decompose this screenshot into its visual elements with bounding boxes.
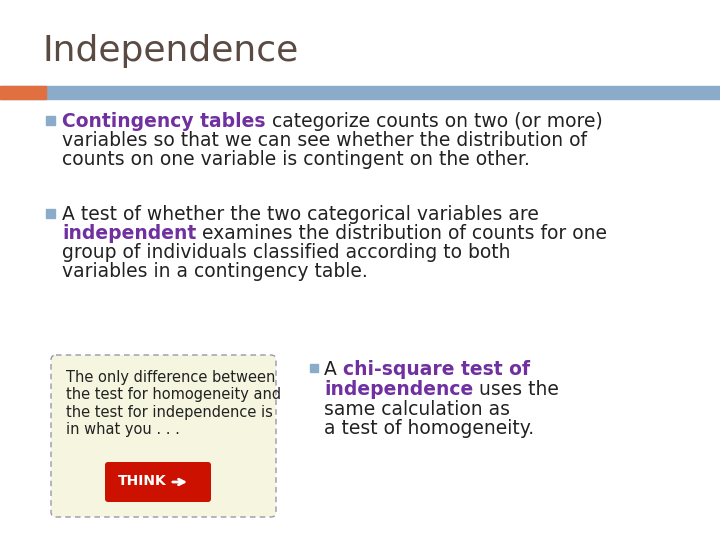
Text: chi-square test of: chi-square test of xyxy=(343,360,530,379)
Text: The only difference between
the test for homogeneity and
the test for independen: The only difference between the test for… xyxy=(66,370,281,437)
FancyBboxPatch shape xyxy=(51,355,276,517)
Bar xyxy=(46,116,55,125)
Text: A test of whether the two categorical variables are: A test of whether the two categorical va… xyxy=(62,205,539,224)
FancyBboxPatch shape xyxy=(105,462,211,502)
Text: independence: independence xyxy=(324,380,473,399)
Text: same calculation as: same calculation as xyxy=(324,400,510,419)
Text: categorize counts on two (or more): categorize counts on two (or more) xyxy=(266,112,602,131)
Text: Independence: Independence xyxy=(42,34,298,68)
Text: counts on one variable is contingent on the other.: counts on one variable is contingent on … xyxy=(62,150,530,169)
Text: Contingency tables: Contingency tables xyxy=(62,112,266,131)
Bar xyxy=(46,209,55,218)
Text: independent: independent xyxy=(62,224,197,243)
Text: uses the: uses the xyxy=(473,380,559,399)
Text: variables in a contingency table.: variables in a contingency table. xyxy=(62,262,368,281)
Text: a test of homogeneity.: a test of homogeneity. xyxy=(324,419,534,438)
Text: A: A xyxy=(324,360,343,379)
Bar xyxy=(310,364,318,372)
Bar xyxy=(0,86,720,99)
Text: examines the distribution of counts for one: examines the distribution of counts for … xyxy=(197,224,607,243)
Text: THINK: THINK xyxy=(118,474,167,488)
Text: variables so that we can see whether the distribution of: variables so that we can see whether the… xyxy=(62,131,587,150)
Text: group of individuals classified according to both: group of individuals classified accordin… xyxy=(62,243,510,262)
Bar xyxy=(0,86,46,99)
